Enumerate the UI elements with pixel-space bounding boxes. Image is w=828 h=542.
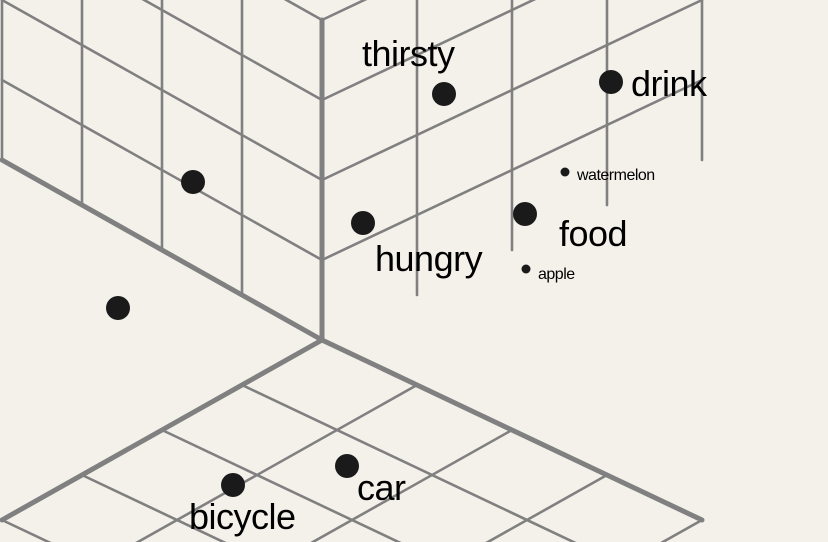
point-watermelon xyxy=(561,168,570,177)
point-car xyxy=(335,454,359,478)
point-unlabeled2 xyxy=(106,296,130,320)
point-food xyxy=(513,202,537,226)
label-hungry: hungry xyxy=(375,238,482,280)
label-food: food xyxy=(559,213,627,255)
embedding-diagram: thirsty drink watermelon hungry food apple car… xyxy=(0,0,828,542)
label-bicycle: bicycle xyxy=(189,496,296,538)
point-bicycle xyxy=(221,473,245,497)
label-apple: apple xyxy=(538,266,575,284)
label-drink: drink xyxy=(631,63,707,105)
point-drink xyxy=(599,70,623,94)
point-thirsty xyxy=(432,82,456,106)
label-thirsty: thirsty xyxy=(362,33,455,75)
point-apple xyxy=(522,265,531,274)
point-hungry xyxy=(351,211,375,235)
label-watermelon: watermelon xyxy=(577,167,655,185)
label-car: car xyxy=(357,467,406,509)
point-unlabeled1 xyxy=(181,170,205,194)
